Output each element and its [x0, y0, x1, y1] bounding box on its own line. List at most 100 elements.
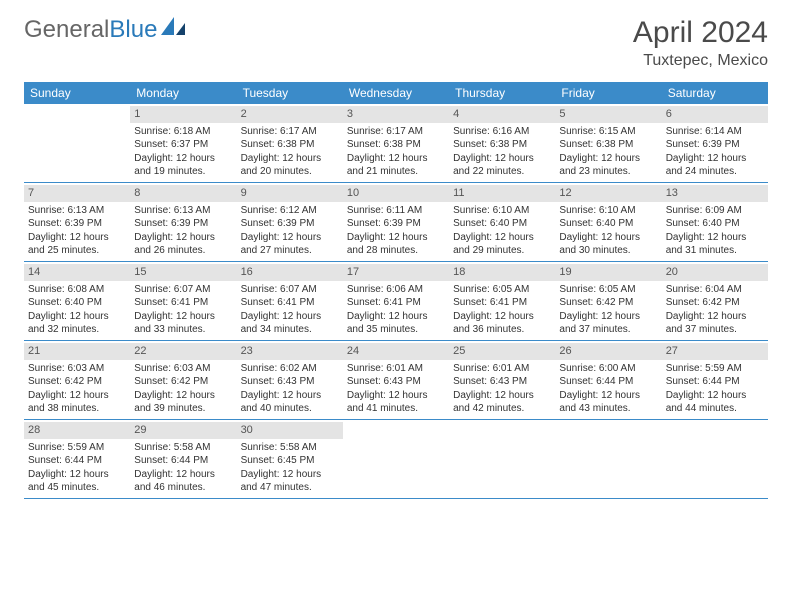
- calendar-cell: 27Sunrise: 5:59 AMSunset: 6:44 PMDayligh…: [662, 341, 768, 419]
- calendar-cell: [555, 420, 661, 498]
- sunset-text: Sunset: 6:39 PM: [241, 217, 339, 231]
- calendar-row: 7Sunrise: 6:13 AMSunset: 6:39 PMDaylight…: [24, 183, 768, 262]
- day-number: 18: [449, 264, 555, 281]
- sunrise-text: Sunrise: 6:01 AM: [453, 362, 551, 376]
- sunset-text: Sunset: 6:39 PM: [666, 138, 764, 152]
- sunset-text: Sunset: 6:44 PM: [666, 375, 764, 389]
- daylight-text: Daylight: 12 hours and 27 minutes.: [241, 231, 339, 258]
- day-number: 5: [555, 106, 661, 123]
- calendar-cell: 16Sunrise: 6:07 AMSunset: 6:41 PMDayligh…: [237, 262, 343, 340]
- sunrise-text: Sunrise: 5:59 AM: [666, 362, 764, 376]
- logo-text-gray: General: [24, 16, 109, 44]
- daylight-text: Daylight: 12 hours and 21 minutes.: [347, 152, 445, 179]
- sunset-text: Sunset: 6:39 PM: [28, 217, 126, 231]
- day-header: Thursday: [449, 82, 555, 104]
- daylight-text: Daylight: 12 hours and 43 minutes.: [559, 389, 657, 416]
- calendar: Sunday Monday Tuesday Wednesday Thursday…: [24, 82, 768, 499]
- day-number: 23: [237, 343, 343, 360]
- daylight-text: Daylight: 12 hours and 39 minutes.: [134, 389, 232, 416]
- calendar-cell: 5Sunrise: 6:15 AMSunset: 6:38 PMDaylight…: [555, 104, 661, 182]
- sunset-text: Sunset: 6:38 PM: [559, 138, 657, 152]
- day-number: 10: [343, 185, 449, 202]
- sunset-text: Sunset: 6:43 PM: [453, 375, 551, 389]
- sunset-text: Sunset: 6:41 PM: [453, 296, 551, 310]
- sunset-text: Sunset: 6:45 PM: [241, 454, 339, 468]
- day-number: [662, 422, 768, 439]
- sunrise-text: Sunrise: 5:58 AM: [241, 441, 339, 455]
- daylight-text: Daylight: 12 hours and 35 minutes.: [347, 310, 445, 337]
- day-number: 9: [237, 185, 343, 202]
- calendar-cell: 4Sunrise: 6:16 AMSunset: 6:38 PMDaylight…: [449, 104, 555, 182]
- calendar-cell: 8Sunrise: 6:13 AMSunset: 6:39 PMDaylight…: [130, 183, 236, 261]
- sunset-text: Sunset: 6:43 PM: [347, 375, 445, 389]
- sunset-text: Sunset: 6:38 PM: [241, 138, 339, 152]
- sunset-text: Sunset: 6:44 PM: [134, 454, 232, 468]
- day-number: 7: [24, 185, 130, 202]
- day-number: 21: [24, 343, 130, 360]
- daylight-text: Daylight: 12 hours and 47 minutes.: [241, 468, 339, 495]
- calendar-cell: 12Sunrise: 6:10 AMSunset: 6:40 PMDayligh…: [555, 183, 661, 261]
- day-number: 11: [449, 185, 555, 202]
- sunrise-text: Sunrise: 6:13 AM: [28, 204, 126, 218]
- calendar-cell: 28Sunrise: 5:59 AMSunset: 6:44 PMDayligh…: [24, 420, 130, 498]
- daylight-text: Daylight: 12 hours and 46 minutes.: [134, 468, 232, 495]
- calendar-cell: 23Sunrise: 6:02 AMSunset: 6:43 PMDayligh…: [237, 341, 343, 419]
- page-title: April 2024: [633, 16, 768, 50]
- calendar-cell: 11Sunrise: 6:10 AMSunset: 6:40 PMDayligh…: [449, 183, 555, 261]
- day-number: 3: [343, 106, 449, 123]
- daylight-text: Daylight: 12 hours and 37 minutes.: [666, 310, 764, 337]
- sunrise-text: Sunrise: 6:07 AM: [134, 283, 232, 297]
- calendar-cell: 21Sunrise: 6:03 AMSunset: 6:42 PMDayligh…: [24, 341, 130, 419]
- daylight-text: Daylight: 12 hours and 36 minutes.: [453, 310, 551, 337]
- day-number: 17: [343, 264, 449, 281]
- daylight-text: Daylight: 12 hours and 45 minutes.: [28, 468, 126, 495]
- calendar-cell: 7Sunrise: 6:13 AMSunset: 6:39 PMDaylight…: [24, 183, 130, 261]
- page-subtitle: Tuxtepec, Mexico: [633, 52, 768, 70]
- calendar-row: 28Sunrise: 5:59 AMSunset: 6:44 PMDayligh…: [24, 420, 768, 499]
- day-number: 12: [555, 185, 661, 202]
- sunrise-text: Sunrise: 6:07 AM: [241, 283, 339, 297]
- day-number: 15: [130, 264, 236, 281]
- calendar-cell: 3Sunrise: 6:17 AMSunset: 6:38 PMDaylight…: [343, 104, 449, 182]
- sunset-text: Sunset: 6:37 PM: [134, 138, 232, 152]
- day-header: Monday: [130, 82, 236, 104]
- sunset-text: Sunset: 6:42 PM: [134, 375, 232, 389]
- day-number: 30: [237, 422, 343, 439]
- sunrise-text: Sunrise: 6:18 AM: [134, 125, 232, 139]
- calendar-cell: 24Sunrise: 6:01 AMSunset: 6:43 PMDayligh…: [343, 341, 449, 419]
- day-header: Wednesday: [343, 82, 449, 104]
- day-number: 20: [662, 264, 768, 281]
- sunrise-text: Sunrise: 6:11 AM: [347, 204, 445, 218]
- sunset-text: Sunset: 6:39 PM: [134, 217, 232, 231]
- day-number: [24, 106, 130, 123]
- calendar-row: 1 Sunrise: 6:18 AMSunset: 6:37 PM Daylight…: [24, 104, 768, 183]
- daylight-text: Daylight: 12 hours and 32 minutes.: [28, 310, 126, 337]
- sunrise-text: Sunrise: 6:04 AM: [666, 283, 764, 297]
- calendar-cell: 19Sunrise: 6:05 AMSunset: 6:42 PMDayligh…: [555, 262, 661, 340]
- sunset-text: Sunset: 6:38 PM: [453, 138, 551, 152]
- sunrise-text: Sunrise: 6:01 AM: [347, 362, 445, 376]
- calendar-cell: 30 Sunrise: 5:58 AMSunset: 6:45 PMDayligh…: [237, 420, 343, 498]
- daylight-text: Daylight: 12 hours and 37 minutes.: [559, 310, 657, 337]
- sunrise-text: Sunrise: 6:14 AM: [666, 125, 764, 139]
- day-number: 14: [24, 264, 130, 281]
- sunset-text: Sunset: 6:42 PM: [666, 296, 764, 310]
- sunset-text: Sunset: 6:42 PM: [559, 296, 657, 310]
- daylight-text: Daylight: 12 hours and 40 minutes.: [241, 389, 339, 416]
- day-number: 28: [24, 422, 130, 439]
- sunrise-text: Sunrise: 5:58 AM: [134, 441, 232, 455]
- calendar-cell: 29 Sunrise: 5:58 AMSunset: 6:44 PMDayligh…: [130, 420, 236, 498]
- day-number: 27: [662, 343, 768, 360]
- daylight-text: Daylight: 12 hours and 30 minutes.: [559, 231, 657, 258]
- day-header: Saturday: [662, 82, 768, 104]
- sunset-text: Sunset: 6:41 PM: [347, 296, 445, 310]
- day-number: 1: [130, 106, 236, 123]
- day-number: 22: [130, 343, 236, 360]
- day-header: Friday: [555, 82, 661, 104]
- day-number: 29: [130, 422, 236, 439]
- sunrise-text: Sunrise: 6:12 AM: [241, 204, 339, 218]
- daylight-text: Daylight: 12 hours and 29 minutes.: [453, 231, 551, 258]
- calendar-cell: 18Sunrise: 6:05 AMSunset: 6:41 PMDayligh…: [449, 262, 555, 340]
- calendar-header-row: Sunday Monday Tuesday Wednesday Thursday…: [24, 82, 768, 104]
- calendar-cell: 17Sunrise: 6:06 AMSunset: 6:41 PMDayligh…: [343, 262, 449, 340]
